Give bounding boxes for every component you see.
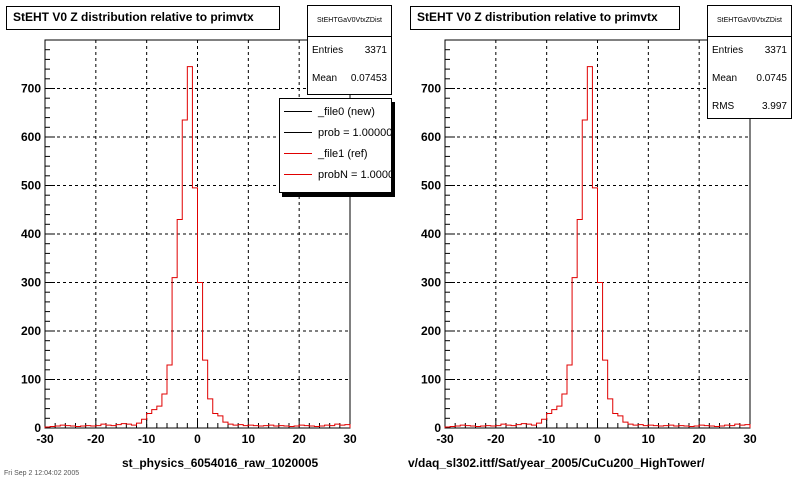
legend-item-file1: _file1 (ref) (280, 143, 391, 164)
left-y-tick-label-4: 400 (21, 227, 41, 241)
right-stats-mean-label: Mean (712, 73, 738, 84)
left-histogram-pad: -30 -20 -10 0 10 20 30 0 100 200 300 400 500 600 700 S… (6, 5, 392, 470)
footer-timestamp: Fri Sep 2 12:04:02 2005 (4, 470, 80, 477)
left-legend: _file0 (new) prob = 1.000000 _file1 (ref… (279, 98, 392, 193)
left-stats-entries-label: Entries (312, 45, 344, 56)
left-stats-mean-label: Mean (312, 73, 338, 84)
left-stats-entries-row: Entries 3371 (308, 37, 391, 65)
right-series-0-line (444, 66, 751, 428)
right-x-tick-label-2: -10 (538, 432, 556, 446)
right-x-tick-label-3: 0 (594, 432, 601, 446)
legend-item-probn: probN = 1.000000 (280, 164, 391, 185)
left-stats-entries-value: 3371 (364, 45, 387, 56)
right-x-tick-label-5: 20 (692, 432, 706, 446)
left-x-tick-label-4: 10 (242, 432, 256, 446)
left-x-tick-label-6: 30 (343, 432, 357, 446)
legend-label-prob: prob = 1.000000 (318, 126, 392, 139)
right-stats-entries-label: Entries (712, 45, 744, 56)
right-y-tick-label-0: 0 (434, 421, 441, 435)
right-x-tick-label-4: 10 (642, 432, 656, 446)
right-chart-title: StEHT V0 Z distribution relative to prim… (410, 6, 680, 30)
right-x-tick-label-1: -20 (487, 432, 505, 446)
right-x-axis-title: v/daq_sl302.ittf/Sat/year_2005/CuCu200_H… (408, 456, 705, 470)
legend-swatch-probn (284, 174, 312, 175)
right-stats-entries-value: 3371 (764, 45, 787, 56)
left-stats-box: StEHTGaV0VtxZDist Entries 3371 Mean 0.07… (307, 5, 392, 95)
right-y-tick-label-6: 600 (421, 130, 441, 144)
right-stats-entries-row: Entries 3371 (708, 37, 791, 65)
left-x-tick-label-5: 20 (292, 432, 306, 446)
left-x-tick-label-2: -10 (138, 432, 156, 446)
left-y-tick-label-2: 200 (21, 324, 41, 338)
legend-swatch-prob (284, 132, 312, 133)
right-stats-rms-value: 3.997 (761, 101, 787, 112)
legend-swatch-file0 (284, 111, 312, 112)
right-y-tick-label-4: 400 (421, 227, 441, 241)
legend-label-file0: _file0 (new) (318, 105, 375, 118)
left-y-tick-label-5: 500 (21, 179, 41, 193)
right-y-tick-label-2: 200 (421, 324, 441, 338)
left-stats-name: StEHTGaV0VtxZDist (308, 6, 391, 37)
left-stats-mean-value: 0.07453 (350, 73, 387, 84)
left-chart-title: StEHT V0 Z distribution relative to prim… (6, 6, 280, 30)
left-y-tick-label-1: 100 (21, 373, 41, 387)
right-stats-rms-row: RMS 3.997 (708, 93, 791, 121)
left-y-tick-label-6: 600 (21, 130, 41, 144)
legend-swatch-file1 (284, 153, 312, 154)
left-x-tick-label-1: -20 (87, 432, 105, 446)
right-histogram-pad: -30 -20 -10 0 10 20 30 0 100 200 300 400 500 600 700 S… (400, 0, 800, 480)
right-stats-name: StEHTGaV0VtxZDist (708, 6, 791, 37)
right-stats-mean-row: Mean 0.0745 (708, 65, 791, 93)
right-y-tick-label-5: 500 (421, 179, 441, 193)
right-x-tick-label-6: 30 (743, 432, 757, 446)
right-stats-rms-label: RMS (712, 101, 735, 112)
right-y-tick-label-7: 700 (421, 82, 441, 96)
right-stats-box: StEHTGaV0VtxZDist Entries 3371 Mean 0.07… (707, 5, 792, 119)
left-y-tick-label-0: 0 (34, 421, 41, 435)
legend-item-file0: _file0 (new) (280, 101, 391, 122)
left-x-tick-label-0: -30 (36, 432, 54, 446)
left-x-axis-title: st_physics_6054016_raw_1020005 (122, 456, 319, 470)
right-y-tick-label-1: 100 (421, 373, 441, 387)
left-y-tick-label-7: 700 (21, 82, 41, 96)
legend-item-prob: prob = 1.000000 (280, 122, 391, 143)
left-series-0-line (44, 66, 351, 428)
right-y-tick-label-3: 300 (421, 276, 441, 290)
left-y-tick-label-3: 300 (21, 276, 41, 290)
legend-label-probn: probN = 1.000000 (318, 168, 391, 181)
right-x-tick-label-0: -30 (436, 432, 454, 446)
legend-label-file1: _file1 (ref) (318, 147, 368, 160)
left-stats-mean-row: Mean 0.07453 (308, 65, 391, 93)
right-stats-mean-value: 0.0745 (756, 73, 787, 84)
left-x-tick-label-3: 0 (194, 432, 201, 446)
